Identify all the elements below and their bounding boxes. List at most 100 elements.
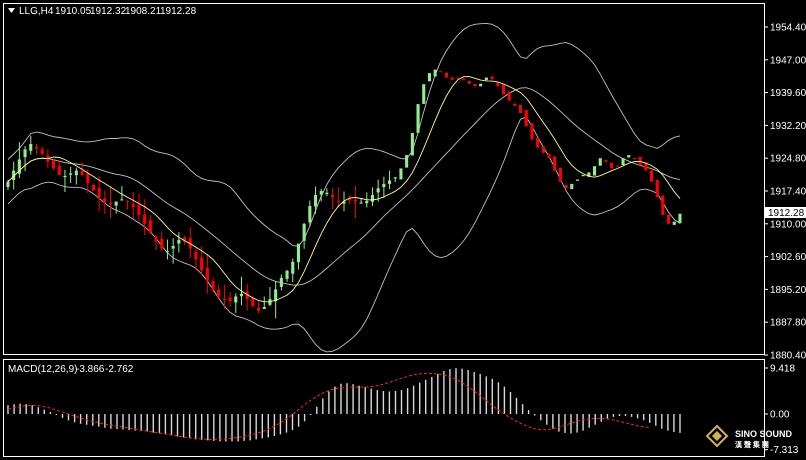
candle — [57, 159, 61, 176]
candle-body — [479, 83, 483, 87]
candle-body — [217, 289, 221, 297]
candle-body — [547, 153, 551, 159]
candle-body — [183, 237, 187, 242]
macd-tick-label: 9.418 — [770, 364, 795, 375]
candle — [222, 284, 226, 309]
candle-body — [427, 73, 431, 82]
candle — [439, 70, 443, 72]
candle-body — [80, 171, 84, 176]
candle — [17, 142, 21, 179]
candle-body — [433, 69, 437, 77]
candle-body — [467, 81, 471, 84]
candle — [570, 183, 574, 190]
chevron-down-icon[interactable] — [8, 8, 15, 13]
close-value: 1912.28 — [160, 6, 197, 17]
candle-body — [672, 221, 676, 225]
candle — [285, 269, 289, 282]
candle-body — [251, 297, 255, 307]
price-pane — [6, 22, 682, 353]
bollinger-upper-line — [7, 22, 681, 247]
watermark-brand: SINO SOUND — [735, 429, 793, 439]
candle — [91, 183, 95, 191]
candle-body — [655, 179, 659, 198]
candle-body — [148, 220, 152, 233]
candle — [376, 179, 380, 202]
candle — [473, 83, 477, 87]
candle — [587, 172, 591, 177]
candle — [450, 77, 454, 80]
candle-body — [205, 267, 209, 281]
price-tick-label: 1902.60 — [770, 252, 806, 263]
candle — [23, 146, 27, 172]
candle-body — [165, 251, 169, 253]
candle — [319, 188, 323, 202]
candle — [541, 146, 545, 153]
price-tick-label: 1917.40 — [770, 187, 806, 198]
candle-body — [211, 281, 215, 291]
candle-body — [519, 105, 523, 113]
open-value: 1910.05 — [55, 6, 92, 17]
candle — [650, 170, 654, 182]
candle-body — [228, 297, 232, 301]
candle — [581, 175, 585, 177]
candle — [348, 195, 352, 205]
candle-body — [291, 261, 295, 274]
candle-body — [12, 170, 16, 180]
candle-body — [530, 123, 534, 140]
candle — [444, 72, 448, 78]
price-tick-label: 1887.80 — [770, 318, 806, 329]
candle — [108, 185, 112, 218]
candle-body — [581, 175, 585, 177]
candle-body — [564, 185, 568, 189]
candle-body — [388, 180, 392, 184]
candle — [433, 69, 437, 77]
candle-body — [285, 270, 289, 279]
candle-body — [610, 162, 614, 169]
candle-body — [120, 199, 124, 201]
candle-body — [348, 198, 352, 201]
candle — [52, 158, 56, 171]
candle — [672, 221, 676, 225]
candle-body — [422, 84, 426, 104]
candle-body — [444, 72, 448, 78]
candle — [97, 175, 101, 212]
candle — [661, 195, 665, 215]
macd-signal-value: -2.762 — [105, 364, 134, 375]
candle-body — [496, 82, 500, 87]
candle — [456, 77, 460, 79]
candle-body — [604, 160, 608, 162]
candle-body — [524, 109, 528, 127]
candle — [667, 214, 671, 224]
candle — [655, 179, 659, 198]
candle — [484, 77, 488, 81]
candle-body — [143, 214, 147, 224]
candle — [558, 168, 562, 182]
candle — [274, 281, 278, 319]
candle-body — [200, 257, 204, 271]
candle — [427, 73, 431, 82]
candle — [547, 153, 551, 159]
candle-body — [359, 202, 363, 204]
candle-body — [376, 188, 380, 193]
candle-body — [314, 195, 318, 207]
candle-body — [650, 170, 654, 182]
candle — [325, 188, 329, 197]
candle-body — [661, 195, 665, 215]
candle — [29, 135, 33, 155]
symbol-label: LLG,H4 — [19, 6, 54, 17]
current-price-label: 1912.28 — [768, 208, 805, 219]
candle-body — [114, 201, 118, 206]
candle-body — [621, 158, 625, 165]
candle-body — [57, 165, 61, 175]
candle-body — [331, 195, 335, 198]
candle-body — [154, 236, 158, 242]
candle — [399, 168, 403, 180]
candle — [205, 254, 209, 294]
price-tick-label: 1939.60 — [770, 88, 806, 99]
price-axis: 1954.40 1947.00 1939.60 1932.20 1924.80 1917.… — [764, 23, 806, 362]
macd-tick-label: -7.313 — [770, 445, 799, 456]
candle-body — [558, 168, 562, 182]
candle-body — [177, 239, 181, 244]
candle — [610, 162, 614, 169]
